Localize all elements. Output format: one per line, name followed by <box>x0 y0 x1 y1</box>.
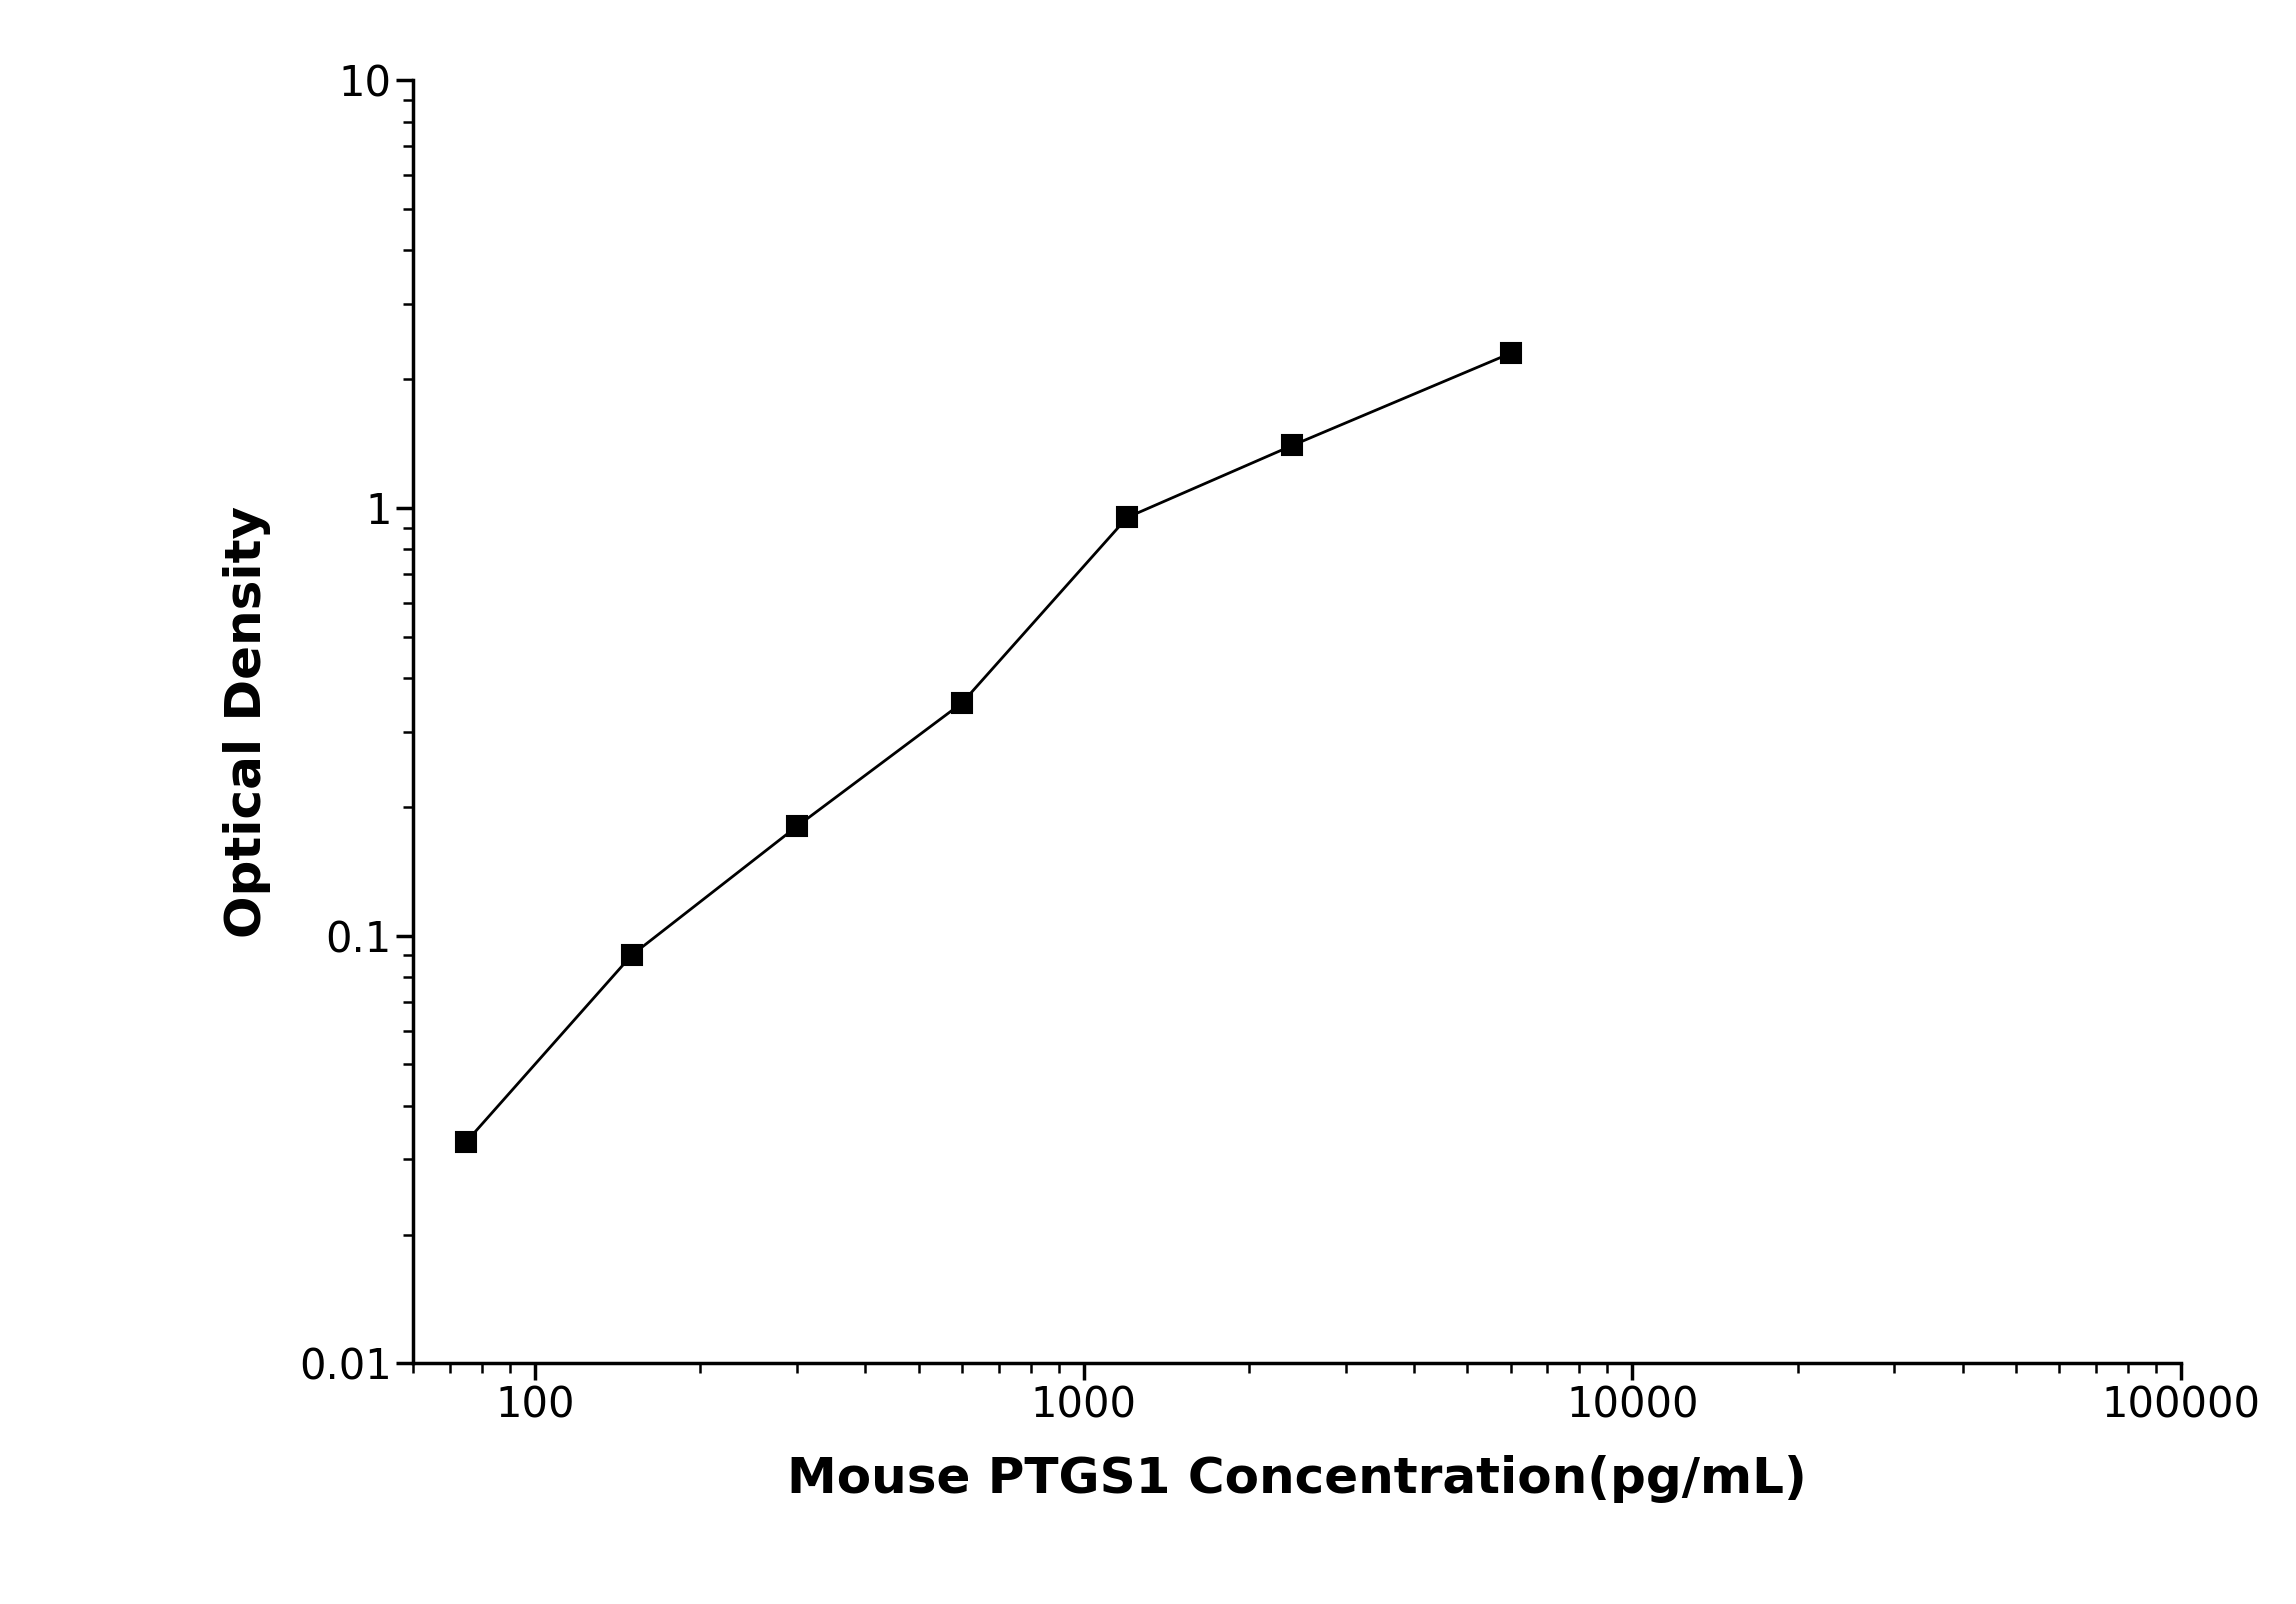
X-axis label: Mouse PTGS1 Concentration(pg/mL): Mouse PTGS1 Concentration(pg/mL) <box>788 1455 1807 1503</box>
Y-axis label: Optical Density: Optical Density <box>223 505 271 938</box>
